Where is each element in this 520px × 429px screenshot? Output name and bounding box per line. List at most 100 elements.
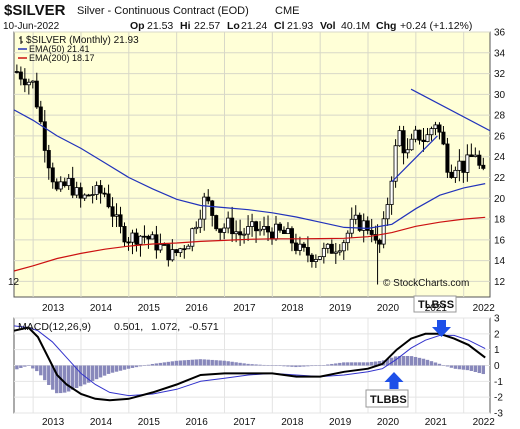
tlbbs-box (365, 389, 409, 408)
histogram-bar (186, 359, 190, 366)
candle-body (150, 234, 155, 240)
histogram-bar (70, 365, 75, 390)
candle-body (409, 138, 414, 151)
histogram-bar (182, 360, 187, 366)
histogram-bar (278, 365, 282, 367)
price-y-tick-left: 12 (8, 277, 20, 288)
candle-body (34, 80, 39, 108)
candle-body (250, 221, 255, 227)
histogram-bar (350, 362, 354, 366)
histogram-bar (258, 364, 262, 366)
candle-body (54, 181, 59, 190)
candle-body (154, 234, 159, 251)
histogram-bar (290, 365, 294, 367)
histogram-bar (47, 365, 51, 385)
op-label: Op (130, 20, 145, 32)
histogram-bar (214, 360, 218, 366)
chg-label: Chg (376, 20, 396, 32)
candle-body (18, 71, 23, 80)
histogram-bar (27, 365, 31, 366)
histogram-bar (126, 365, 131, 369)
histogram-bar (150, 363, 155, 366)
histogram-bar (190, 359, 194, 366)
x-tick-label: 2013 (42, 303, 65, 314)
candle-body (210, 200, 215, 216)
histogram-bar (98, 365, 103, 378)
tlbbs-label: TLBBS (370, 394, 407, 406)
candle-body (106, 193, 111, 208)
histogram-bar (409, 356, 414, 366)
candle-body (297, 243, 302, 251)
histogram-bar (51, 365, 55, 390)
candle-body (413, 129, 418, 140)
candle-body (361, 220, 366, 231)
histogram-bar (362, 362, 366, 366)
candle-body (477, 154, 482, 166)
candle-body (46, 150, 51, 169)
candle-body (365, 220, 370, 231)
price-y-tick: 36 (494, 28, 506, 39)
histogram-bar (274, 365, 278, 366)
histogram-bar (338, 362, 342, 366)
macd-y-axis: -3 -2 -1 0 1 2 3 (494, 314, 503, 420)
histogram-bar (322, 365, 326, 366)
histogram-bar (481, 365, 486, 375)
histogram-bar (122, 365, 127, 370)
candle-body (110, 206, 115, 217)
candle-body (126, 241, 131, 244)
candle-body (266, 226, 271, 233)
candle-body (277, 223, 282, 231)
histogram-bar (82, 365, 87, 385)
macd-panel: -3 -2 -1 0 1 2 3 MACD(12,26,9) 0.501, 1.072, -… (13, 314, 503, 420)
histogram-bar (170, 361, 175, 366)
candle-body (14, 71, 19, 73)
candle-body (293, 242, 298, 251)
hi-label: Hi (180, 20, 191, 32)
histogram-bar (397, 356, 402, 366)
histogram-bar (15, 365, 19, 370)
histogram-bar (385, 359, 390, 366)
histogram-bar (66, 365, 71, 392)
candle-body (421, 139, 426, 142)
histogram-bar (242, 363, 246, 366)
candle-body (182, 248, 187, 251)
candle-body (262, 226, 267, 230)
candle-body (397, 130, 402, 147)
candle-body (114, 214, 119, 217)
candle-body (214, 215, 219, 230)
vol-value: 40.1M (341, 20, 370, 32)
histogram-bar (146, 364, 151, 366)
histogram-bar (310, 365, 314, 367)
macd-y-tick: 3 (494, 314, 500, 325)
price-y-tick: 24 (494, 152, 506, 163)
x-tick-label: 2019 (329, 303, 352, 314)
macd-y-tick: 1 (494, 345, 500, 356)
x-tick-label: 2014 (90, 417, 113, 428)
candle-body (273, 223, 278, 240)
histogram-bar (154, 363, 159, 366)
x-tick-label: 2015 (138, 417, 161, 428)
ema50-line (13, 109, 486, 230)
candle-body (449, 171, 454, 178)
histogram-bar (270, 365, 274, 366)
histogram-bar (234, 362, 238, 366)
copyright: © StockCharts.com (383, 278, 469, 289)
candle-body (305, 247, 310, 256)
histogram-bar (162, 362, 167, 366)
trendline (391, 135, 438, 183)
tlbss-arrow (432, 320, 451, 337)
ohlc-stats: Op 21.53 Hi 22.57 Lo 21.24 Cl 21.93 Vol … (130, 20, 472, 32)
ema200-line (13, 216, 486, 272)
candle-body (461, 160, 466, 173)
price-plot-area (13, 31, 491, 298)
candle-body (481, 164, 486, 169)
histogram-bar (254, 364, 258, 366)
up-arrow-shape (384, 372, 404, 389)
tlbbs-arrow (384, 372, 404, 389)
histogram-bar (43, 365, 47, 381)
histogram-bar (354, 362, 358, 366)
price-x-axis: 2013 2014 2015 2016 2017 2018 2019 2020 2021 2022 (42, 303, 495, 314)
candle-body (349, 218, 354, 234)
candle-body (98, 185, 103, 194)
